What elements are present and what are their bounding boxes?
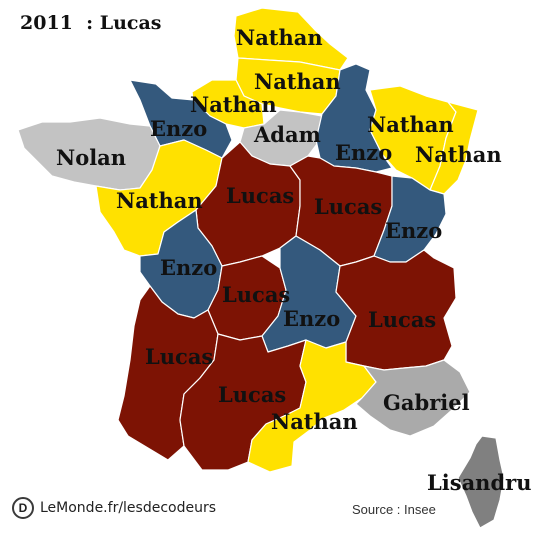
lemonde-logo-icon: D xyxy=(12,497,34,519)
label-nord-pas-de-calais: Nathan xyxy=(236,25,323,50)
label-pays-de-la-loire: Nathan xyxy=(116,188,203,213)
region-labels: Nathan Nathan Nathan Enzo Adam Enzo Nath… xyxy=(56,25,531,495)
label-rhone-alpes: Lucas xyxy=(368,307,436,332)
label-corse: Lisandru xyxy=(427,470,531,495)
label-aquitaine: Lucas xyxy=(145,344,213,369)
label-alsace: Nathan xyxy=(415,142,502,167)
label-ile-de-france: Adam xyxy=(253,122,321,147)
brand[interactable]: D LeMonde.fr/lesdecodeurs xyxy=(12,497,216,519)
label-languedoc-roussillon: Nathan xyxy=(271,409,358,434)
label-bourgogne: Lucas xyxy=(314,194,382,219)
region-paca[interactable] xyxy=(355,359,471,437)
region-corse[interactable] xyxy=(457,435,505,529)
label-bretagne: Nolan xyxy=(56,145,126,170)
label-haute-normandie: Nathan xyxy=(190,92,277,117)
map-title: 2011 : Lucas xyxy=(20,12,162,34)
region-languedoc-roussillon[interactable] xyxy=(247,339,377,473)
label-picardie: Nathan xyxy=(254,69,341,94)
region-champagne-ardenne[interactable] xyxy=(315,63,393,173)
source-note: Source : Insee xyxy=(352,502,436,517)
label-auvergne: Enzo xyxy=(283,306,340,331)
label-poitou-charentes: Enzo xyxy=(160,255,217,280)
label-midi-pyrenees: Lucas xyxy=(218,382,286,407)
label-paca: Gabriel xyxy=(383,390,470,415)
label-lorraine: Nathan xyxy=(367,112,454,137)
region-nord-pas-de-calais[interactable] xyxy=(233,7,349,71)
label-champagne-ardenne: Enzo xyxy=(335,140,392,165)
label-basse-normandie: Enzo xyxy=(150,116,207,141)
brand-link[interactable]: LeMonde.fr/lesdecodeurs xyxy=(40,500,217,516)
label-centre: Lucas xyxy=(226,183,294,208)
label-limousin: Lucas xyxy=(222,282,290,307)
label-franche-comte: Enzo xyxy=(385,218,442,243)
